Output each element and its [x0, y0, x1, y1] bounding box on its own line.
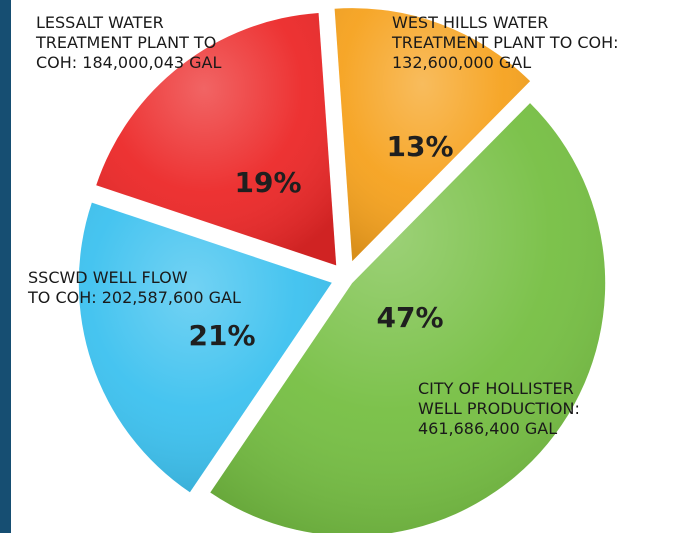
percent-label-hollister: 47% [376, 301, 443, 334]
percent-label-sscwd: 21% [188, 319, 255, 352]
slice-label-hollister: CITY OF HOLLISTER WELL PRODUCTION: 461,686… [418, 379, 580, 438]
slice-label-line: WELL PRODUCTION: [418, 399, 580, 418]
pie-slice-shading-hollister [210, 103, 606, 533]
slice-label-line: 132,600,000 GAL [392, 53, 531, 72]
slice-label-line: TREATMENT PLANT TO [35, 33, 216, 52]
slice-label-line: CITY OF HOLLISTER [418, 379, 574, 398]
pie-slice-shading-west-hills [334, 8, 531, 262]
left-accent-bar [0, 0, 11, 533]
slice-label-line: TO COH: 202,587,600 GAL [27, 288, 241, 307]
percent-label-lessalt: 19% [234, 166, 301, 199]
slice-label-west-hills: WEST HILLS WATER TREATMENT PLANT TO COH: 1… [391, 13, 619, 72]
percent-label-west-hills: 13% [386, 130, 453, 163]
slice-label-sscwd: SSCWD WELL FLOW TO COH: 202,587,600 GAL [27, 268, 241, 307]
slice-label-line: LESSALT WATER [36, 13, 164, 32]
slice-label-line: 461,686,400 GAL [418, 419, 557, 438]
slice-label-line: SSCWD WELL FLOW [28, 268, 188, 287]
pie-slice-shading-sscwd [78, 202, 332, 493]
slice-label-line: COH: 184,000,043 GAL [36, 53, 221, 72]
pie-slice-shading-lessalt [96, 12, 337, 266]
slice-label-lessalt: LESSALT WATER TREATMENT PLANT TO COH: 184,… [35, 13, 221, 72]
slice-label-line: TREATMENT PLANT TO COH: [391, 33, 619, 52]
slice-label-line: WEST HILLS WATER [392, 13, 548, 32]
